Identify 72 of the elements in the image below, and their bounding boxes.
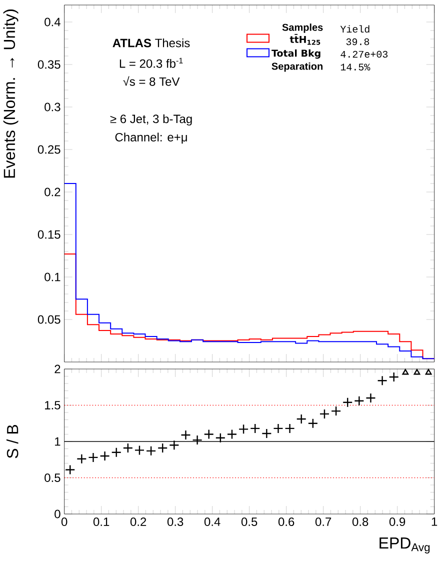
annotation: Separation: [272, 62, 323, 72]
annotation: 39.8: [346, 38, 370, 46]
point: [377, 375, 388, 386]
point: [284, 423, 295, 434]
legend-label: Total Bkg: [272, 49, 320, 59]
x-tick-label: 0.2: [130, 518, 146, 526]
x-tick-label: 1: [432, 518, 438, 526]
y-tick-label: 0.25: [38, 145, 60, 154]
point: [111, 447, 122, 458]
y-tick-label: 0.1: [44, 272, 60, 282]
y-tick-label: 0: [54, 510, 60, 518]
point: [308, 418, 318, 428]
point: [250, 423, 260, 434]
point: [122, 442, 134, 454]
annotation: √s = 8 TeV: [123, 76, 180, 86]
annotation: L = 20.3 fb$^{-1}$: [120, 58, 183, 68]
point: [169, 440, 180, 450]
point: [204, 429, 214, 440]
point: [100, 450, 110, 462]
y-tick-label: 0.35: [38, 60, 60, 69]
y-tick-label: 0.05: [38, 315, 60, 324]
point: [262, 428, 272, 439]
annotation: ATLAS Thesis: [112, 38, 190, 48]
y-tick-label: 0.2: [44, 188, 60, 196]
annotation: Channel: e+μ: [115, 132, 187, 144]
x-tick-label: 0.3: [167, 518, 184, 526]
x-tick-label: 0.6: [278, 518, 294, 526]
legend-label: tt̄H$_{125}$: [290, 34, 320, 45]
point: [354, 396, 364, 406]
point: [158, 442, 168, 454]
x-tick-label: 0.7: [315, 518, 332, 526]
y-tick-label: 0.4: [44, 18, 60, 26]
annotation: 14.5%: [340, 64, 370, 70]
point: [76, 454, 87, 464]
y-tick-label: 0.15: [38, 230, 60, 239]
point: [388, 372, 399, 382]
point: [180, 430, 191, 440]
point: [65, 464, 76, 475]
x-tick-label: 0.1: [93, 518, 110, 526]
x-axis-title: EPD$_{Avg}$: [380, 538, 430, 554]
point: [319, 408, 330, 420]
x-tick-label: 0.8: [352, 518, 368, 526]
point: [215, 432, 226, 443]
point: [402, 369, 409, 375]
x-tick-label: 0.9: [389, 518, 406, 526]
y-tick-label: 1: [55, 437, 60, 446]
y-axis-title: S / B: [6, 425, 18, 458]
annotation: 4.27e+03: [340, 50, 388, 58]
point: [226, 429, 238, 440]
point: [146, 446, 156, 456]
point: [273, 423, 284, 434]
point: [238, 424, 249, 434]
point: [134, 445, 145, 456]
point: [192, 434, 202, 446]
y-axis-title: Events (Norm. → Unity): [3, 10, 18, 178]
point: [88, 452, 98, 463]
x-tick-label: 0.5: [241, 518, 258, 526]
y-tick-label: 1.5: [45, 401, 60, 410]
annotation: ≥ 6 Jet, 3 b-Tag: [110, 114, 192, 126]
point: [414, 369, 420, 375]
point: [296, 414, 306, 424]
legend-title: Samples: [282, 24, 323, 33]
x-tick-label: 0: [61, 518, 68, 526]
point: [366, 392, 376, 404]
point: [425, 369, 432, 375]
y-tick-label: 0.5: [44, 474, 60, 482]
point: [330, 406, 342, 416]
annotation: Yield: [340, 25, 370, 33]
point: [342, 397, 353, 408]
y-tick-label: 0.3: [44, 102, 60, 112]
x-tick-label: 0.4: [204, 518, 220, 526]
y-tick-label: 2: [54, 364, 60, 374]
